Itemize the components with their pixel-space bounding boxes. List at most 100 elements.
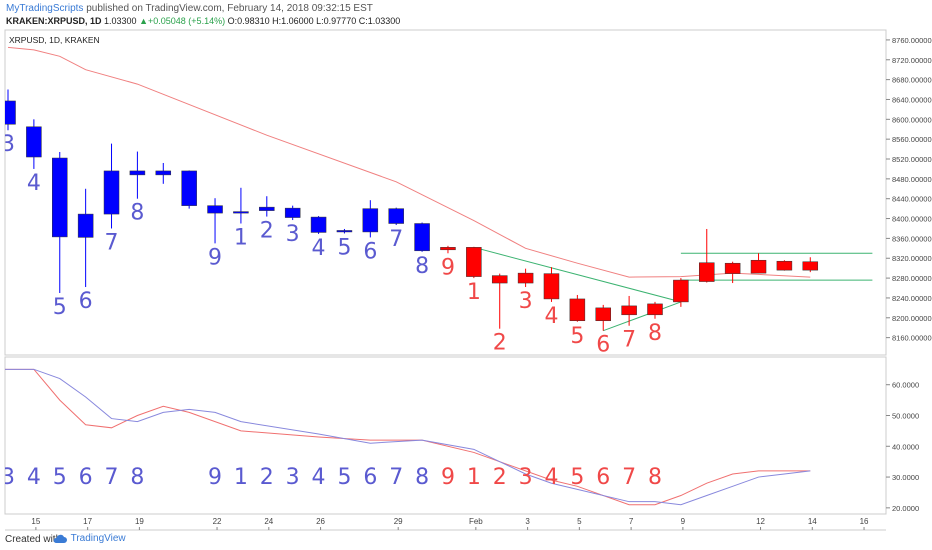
trend-line xyxy=(603,301,682,332)
candle-body xyxy=(543,273,560,300)
candle-body xyxy=(440,247,456,251)
price-axis-label: 8320.00000 xyxy=(892,254,932,263)
created-with-text: Created with xyxy=(5,534,62,545)
candle-body xyxy=(388,208,404,224)
author-link[interactable]: MyTradingScripts xyxy=(6,3,84,14)
time-axis-label: 3 xyxy=(525,517,530,526)
time-axis-label: 24 xyxy=(264,517,273,526)
price-axis-label: 8360.00000 xyxy=(892,234,932,243)
osc-axis-label: 60.0000 xyxy=(892,381,919,390)
time-axis-label: 19 xyxy=(135,517,144,526)
osc-axis-label: 50.0000 xyxy=(892,411,919,420)
price-axis-label: 8440.00000 xyxy=(892,195,932,204)
symbol-line: KRAKEN:XRPUSD, 1D 1.03300 ▲+0.05048 (+5.… xyxy=(6,16,400,26)
up-arrow-icon: ▲ xyxy=(139,16,149,26)
candle-body xyxy=(77,213,94,238)
candle-body xyxy=(207,205,223,214)
oscillator-count-label: 4 xyxy=(27,465,41,490)
sequential-count-label: 8 xyxy=(415,254,429,279)
candle-body xyxy=(414,223,430,252)
price-axis-label: 8680.00000 xyxy=(892,76,932,85)
sequential-count-label: 6 xyxy=(79,289,93,314)
time-axis-label: 12 xyxy=(756,517,765,526)
oscillator-count-label: 1 xyxy=(234,465,248,490)
osc-axis-label: 30.0000 xyxy=(892,473,919,482)
candle-body xyxy=(724,262,741,274)
price-axis-label: 8560.00000 xyxy=(892,135,932,144)
candle-body xyxy=(26,126,42,158)
price-axis-label: 8240.00000 xyxy=(892,294,932,303)
candle-body xyxy=(776,260,793,271)
sequential-count-label: 9 xyxy=(441,255,455,280)
tradingview-logo[interactable]: TradingView xyxy=(52,533,126,544)
oscillator-count-label: 1 xyxy=(467,465,481,490)
sequential-count-label: 6 xyxy=(596,333,610,358)
sequential-count-label: 7 xyxy=(105,230,119,255)
sequential-count-label: 2 xyxy=(493,331,507,356)
sequential-count-label: 6 xyxy=(363,239,377,264)
time-axis-label: 22 xyxy=(213,517,222,526)
time-axis-label: 9 xyxy=(681,517,686,526)
time-axis-label: 15 xyxy=(31,517,40,526)
price-axis-label: 8280.00000 xyxy=(892,274,932,283)
time-axis-label: 16 xyxy=(860,517,869,526)
time-axis-label: 26 xyxy=(316,517,325,526)
oscillator-red-line xyxy=(5,368,811,506)
ohlc-values: O:0.98310 H:1.06000 L:0.97770 C:1.03300 xyxy=(227,16,401,26)
candle-body xyxy=(5,100,16,125)
oscillator-count-label: 7 xyxy=(389,465,403,490)
price-axis-label: 8480.00000 xyxy=(892,175,932,184)
sequential-count-label: 8 xyxy=(648,321,662,346)
oscillator-pane-border xyxy=(4,356,887,515)
moving-average-line xyxy=(7,46,811,278)
candle-body xyxy=(233,211,249,214)
sequential-count-label: 2 xyxy=(260,219,274,244)
oscillator-count-label: 2 xyxy=(260,465,274,490)
cloud-icon xyxy=(53,534,67,543)
oscillator-blue-line xyxy=(5,368,811,506)
price-axis-label: 8200.00000 xyxy=(892,314,932,323)
candle-body xyxy=(310,216,327,233)
candle-body xyxy=(284,207,301,218)
oscillator-count-label: 5 xyxy=(53,465,67,490)
sequential-count-label: 3 xyxy=(519,289,533,314)
oscillator-count-label: 7 xyxy=(622,465,636,490)
oscillator-count-label: 5 xyxy=(570,465,584,490)
sequential-count-label: 5 xyxy=(337,235,351,260)
sequential-count-label: 9 xyxy=(208,245,222,270)
sequential-count-label: 8 xyxy=(130,201,144,226)
oscillator-count-label: 3 xyxy=(286,465,300,490)
candle-body xyxy=(517,272,534,284)
oscillator-count-label: 6 xyxy=(363,465,377,490)
candle-body xyxy=(129,170,146,176)
sequential-count-label: 4 xyxy=(27,171,41,196)
publish-line: MyTradingScripts published on TradingVie… xyxy=(6,3,373,14)
price-axis-label: 8720.00000 xyxy=(892,56,932,65)
published-text: published on TradingView.com, February 1… xyxy=(86,3,373,14)
price-axis-label: 8400.00000 xyxy=(892,215,932,224)
time-axis-label: 29 xyxy=(394,517,403,526)
last-price: 1.03300 xyxy=(104,16,137,26)
candle-body xyxy=(103,170,120,215)
oscillator-count-label: 4 xyxy=(312,465,326,490)
sequential-count-label: 1 xyxy=(234,226,248,251)
sequential-count-label: 3 xyxy=(1,132,15,157)
candle-body xyxy=(673,279,689,303)
sequential-count-label: 1 xyxy=(467,280,481,305)
oscillator-count-label: 9 xyxy=(208,465,222,490)
sequential-count-label: 4 xyxy=(544,304,558,329)
candle-body xyxy=(802,261,819,271)
oscillator-count-label: 6 xyxy=(596,465,610,490)
oscillator-count-label: 8 xyxy=(648,465,662,490)
symbol-name: KRAKEN:XRPUSD, 1D xyxy=(6,16,102,26)
price-axis-label: 8760.00000 xyxy=(892,36,932,45)
trend-line xyxy=(473,246,682,303)
sequential-count-label: 7 xyxy=(622,328,636,353)
sequential-count-label: 5 xyxy=(53,295,67,320)
price-axis-label: 8600.00000 xyxy=(892,115,932,124)
oscillator-count-label: 5 xyxy=(337,465,351,490)
price-axis-label: 8640.00000 xyxy=(892,95,932,104)
